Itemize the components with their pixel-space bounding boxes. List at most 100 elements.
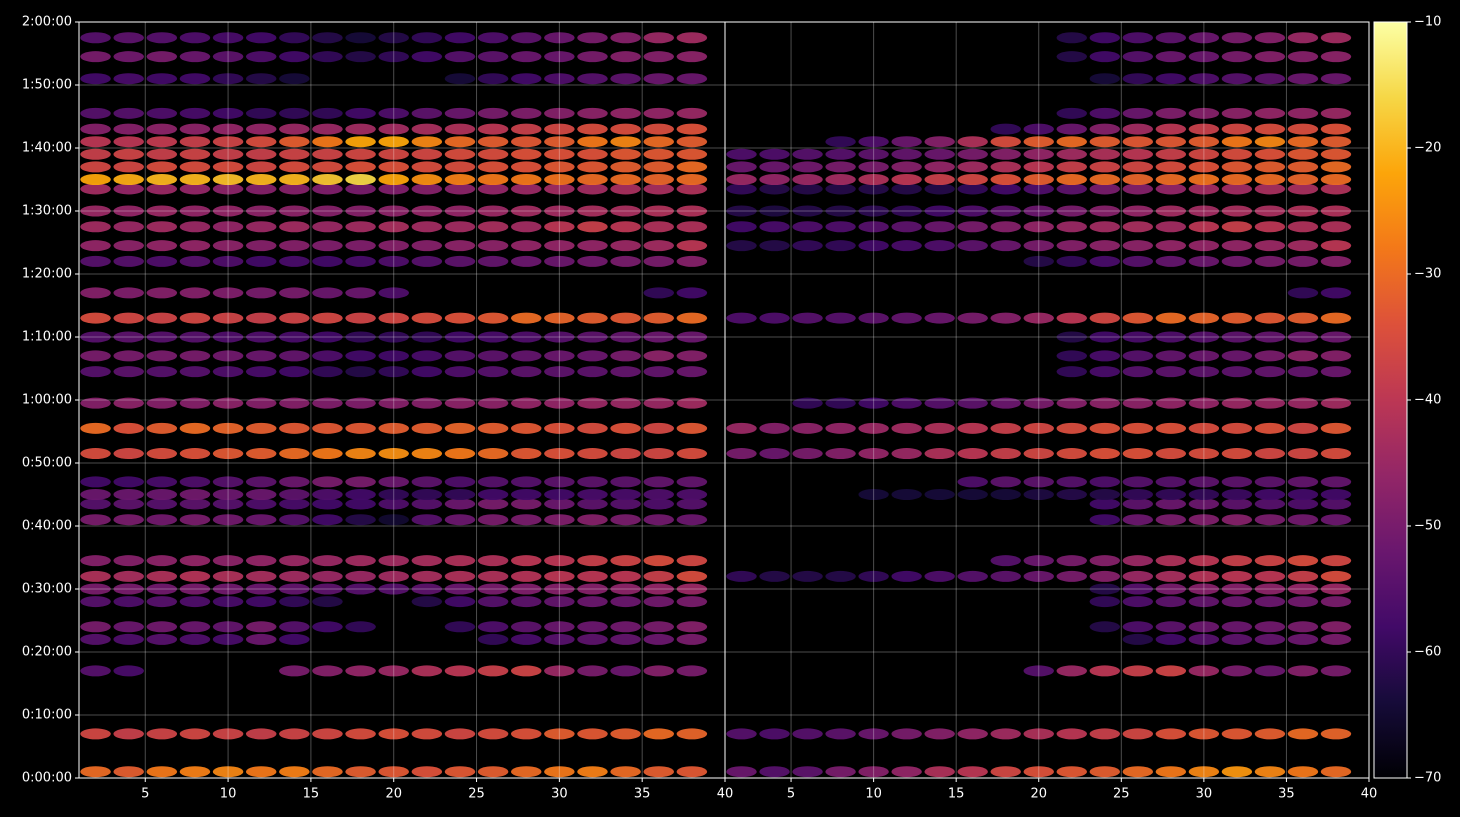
cell: [990, 448, 1021, 460]
cell: [477, 583, 509, 595]
cell: [1023, 555, 1054, 567]
cell: [544, 366, 575, 378]
cell: [113, 312, 144, 324]
cell: [444, 174, 476, 185]
cell: [378, 422, 409, 434]
cell: [212, 555, 244, 567]
cell: [146, 514, 178, 526]
cell: [1188, 728, 1220, 740]
cell: [510, 633, 542, 645]
cell: [411, 148, 443, 160]
cell: [245, 331, 277, 343]
cell: [279, 73, 310, 85]
cell: [676, 514, 708, 526]
cell: [444, 422, 476, 434]
cell: [924, 448, 955, 460]
cell: [1089, 255, 1120, 267]
cell: [544, 32, 575, 44]
cell: [1188, 107, 1220, 119]
cell: [245, 123, 277, 135]
cell: [345, 489, 376, 500]
cell: [1320, 287, 1352, 299]
cell: [113, 397, 144, 409]
cell: [726, 728, 757, 740]
cell: [279, 205, 310, 217]
cell: [544, 255, 575, 267]
cell: [279, 240, 310, 252]
cell: [444, 596, 476, 608]
cell: [825, 397, 856, 409]
cell: [544, 665, 575, 677]
cell: [179, 366, 211, 378]
cell: [1122, 240, 1154, 252]
cell: [279, 514, 310, 526]
cell: [411, 136, 443, 148]
cell: [345, 240, 376, 252]
cell: [1089, 136, 1120, 148]
cell: [80, 366, 111, 378]
cell: [858, 766, 889, 778]
cell: [179, 32, 211, 44]
cell: [1320, 633, 1352, 645]
cell: [411, 331, 443, 343]
cell: [726, 183, 757, 195]
cell: [759, 221, 790, 233]
cell: [245, 183, 277, 195]
cell: [676, 107, 708, 119]
cell: [1320, 148, 1352, 160]
cell: [726, 422, 757, 434]
cell: [345, 498, 376, 510]
cell: [577, 366, 608, 378]
cell: [146, 596, 178, 608]
cell: [444, 312, 476, 324]
cell: [212, 174, 244, 185]
cell: [544, 766, 575, 778]
cell: [146, 570, 178, 582]
cell: [1188, 665, 1220, 677]
cell: [1221, 350, 1253, 362]
cell: [1122, 148, 1154, 160]
cell: [676, 174, 708, 185]
cell: [245, 240, 277, 252]
cell: [577, 555, 608, 567]
cell: [444, 665, 476, 677]
cell: [1188, 73, 1220, 85]
cell: [1254, 107, 1286, 119]
cell: [245, 422, 277, 434]
cell: [312, 51, 343, 63]
cell: [1320, 583, 1352, 595]
cell: [676, 596, 708, 608]
cell: [610, 350, 641, 362]
cell: [279, 174, 310, 185]
cell: [1188, 476, 1220, 488]
cell: [312, 448, 343, 460]
cell: [1287, 489, 1319, 500]
cell: [80, 73, 111, 85]
cell: [477, 366, 509, 378]
cell: [1254, 498, 1286, 510]
cell: [858, 570, 889, 582]
cell: [544, 621, 575, 633]
cell: [891, 205, 922, 217]
cell: [891, 397, 922, 409]
cell: [444, 514, 476, 526]
cell: [378, 366, 409, 378]
panel: 5 10 15 20 25 30 35 40: [724, 21, 1377, 802]
cell: [676, 221, 708, 233]
cell: [1254, 422, 1286, 434]
cell: [279, 148, 310, 160]
cell: [113, 448, 144, 460]
cell: [577, 476, 608, 488]
cell: [1056, 183, 1087, 195]
cell: [610, 728, 641, 740]
cell: [179, 73, 211, 85]
cell: [146, 331, 178, 343]
cell: [510, 448, 542, 460]
cell: [643, 665, 674, 677]
cell: [80, 240, 111, 252]
cell: [80, 665, 111, 677]
cell: [212, 205, 244, 217]
cell: [544, 136, 575, 148]
cell: [792, 148, 823, 160]
cell: [113, 221, 144, 233]
